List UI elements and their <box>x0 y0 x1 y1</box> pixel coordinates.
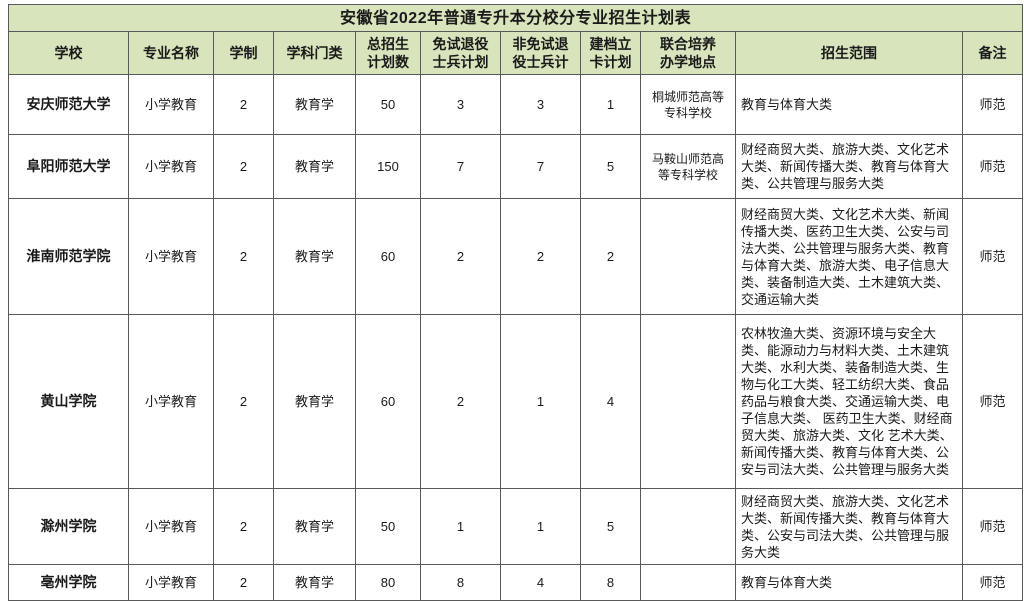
cell-non-exempt-veteran: 1 <box>500 488 581 565</box>
cell-joint-location: 马鞍山师范高 等专科学校 <box>640 134 736 199</box>
column-header-discipline: 学科门类 <box>273 31 356 75</box>
cell-total-plan: 50 <box>355 488 421 565</box>
cell-duration: 2 <box>213 488 274 565</box>
cell-school: 安庆师范大学 <box>8 74 129 135</box>
table-row: 淮南师范学院 小学教育 2 教育学 60 2 2 2 财经商贸大类、文化艺术大类… <box>8 198 1024 315</box>
cell-discipline: 教育学 <box>273 74 356 135</box>
column-header-non-exempt-veteran: 非免试退 役士兵计 <box>500 31 581 75</box>
cell-discipline: 教育学 <box>273 314 356 489</box>
cell-total-plan: 150 <box>355 134 421 199</box>
cell-scope: 财经商贸大类、旅游大类、文化艺术大类、新闻传播大类、教育与体育大类、公安与司法大… <box>735 488 963 565</box>
table-row: 黄山学院 小学教育 2 教育学 60 2 1 4 农林牧渔大类、资源环境与安全大… <box>8 314 1024 489</box>
cell-remark: 师范 <box>961 314 1024 489</box>
cell-joint-location <box>640 198 736 315</box>
cell-non-exempt-veteran: 4 <box>500 564 581 601</box>
cell-exempt-veteran: 8 <box>420 564 501 601</box>
cell-major: 小学教育 <box>128 198 214 315</box>
cell-scope: 财经商贸大类、文化艺术大类、新闻传播大类、医药卫生大类、公安与司法大类、公共管理… <box>735 198 963 315</box>
cell-non-exempt-veteran: 2 <box>500 198 581 315</box>
cell-duration: 2 <box>213 134 274 199</box>
cell-discipline: 教育学 <box>273 134 356 199</box>
cell-total-plan: 60 <box>355 198 421 315</box>
cell-non-exempt-veteran: 3 <box>500 74 581 135</box>
title-row: 安徽省2022年普通专升本分校分专业招生计划表 <box>7 4 1024 32</box>
cell-school: 淮南师范学院 <box>8 198 129 315</box>
column-header-school: 学校 <box>8 31 129 75</box>
enrollment-plan-table: 安徽省2022年普通专升本分校分专业招生计划表 学校 专业名称 学制 学科门类 … <box>7 4 1024 601</box>
cell-scope: 农林牧渔大类、资源环境与安全大类、能源动力与材料大类、土木建筑大类、水利大类、装… <box>735 314 963 489</box>
table-row: 安庆师范大学 小学教育 2 教育学 50 3 3 1 桐城师范高等 专科学校 教… <box>8 74 1024 135</box>
cell-scope: 教育与体育大类 <box>735 564 963 601</box>
cell-total-plan: 50 <box>355 74 421 135</box>
cell-school: 亳州学院 <box>8 564 129 601</box>
page-title: 安徽省2022年普通专升本分校分专业招生计划表 <box>7 4 1024 32</box>
column-header-registered-card: 建档立 卡计划 <box>580 31 641 75</box>
cell-major: 小学教育 <box>128 74 214 135</box>
column-header-remark: 备注 <box>961 31 1024 75</box>
enrollment-plan-table-container: 安徽省2022年普通专升本分校分专业招生计划表 学校 专业名称 学制 学科门类 … <box>7 4 1024 601</box>
column-header-major: 专业名称 <box>128 31 214 75</box>
table-row: 亳州学院 小学教育 2 教育学 80 8 4 8 教育与体育大类 师范 <box>8 564 1024 601</box>
cell-scope: 财经商贸大类、旅游大类、文化艺术大类、新闻传播大类、教育与体育大类、公共管理与服… <box>735 134 963 199</box>
cell-registered-card: 4 <box>580 314 641 489</box>
cell-discipline: 教育学 <box>273 488 356 565</box>
cell-non-exempt-veteran: 7 <box>500 134 581 199</box>
cell-school: 黄山学院 <box>8 314 129 489</box>
column-header-total-plan: 总招生 计划数 <box>355 31 421 75</box>
cell-joint-location <box>640 564 736 601</box>
cell-non-exempt-veteran: 1 <box>500 314 581 489</box>
cell-remark: 师范 <box>961 134 1024 199</box>
cell-exempt-veteran: 3 <box>420 74 501 135</box>
cell-exempt-veteran: 2 <box>420 198 501 315</box>
cell-remark: 师范 <box>961 198 1024 315</box>
cell-major: 小学教育 <box>128 134 214 199</box>
cell-joint-location: 桐城师范高等 专科学校 <box>640 74 736 135</box>
cell-exempt-veteran: 2 <box>420 314 501 489</box>
cell-major: 小学教育 <box>128 488 214 565</box>
cell-exempt-veteran: 7 <box>420 134 501 199</box>
cell-joint-location <box>640 314 736 489</box>
cell-duration: 2 <box>213 198 274 315</box>
cell-duration: 2 <box>213 564 274 601</box>
cell-remark: 师范 <box>961 488 1024 565</box>
cell-exempt-veteran: 1 <box>420 488 501 565</box>
cell-registered-card: 5 <box>580 134 641 199</box>
column-header-scope: 招生范围 <box>735 31 963 75</box>
cell-school: 滁州学院 <box>8 488 129 565</box>
cell-registered-card: 1 <box>580 74 641 135</box>
cell-major: 小学教育 <box>128 314 214 489</box>
cell-registered-card: 8 <box>580 564 641 601</box>
column-header-exempt-veteran: 免试退役 士兵计划 <box>420 31 501 75</box>
table-row: 阜阳师范大学 小学教育 2 教育学 150 7 7 5 马鞍山师范高 等专科学校… <box>8 134 1024 199</box>
cell-duration: 2 <box>213 314 274 489</box>
cell-joint-location <box>640 488 736 565</box>
cell-major: 小学教育 <box>128 564 214 601</box>
cell-discipline: 教育学 <box>273 564 356 601</box>
cell-total-plan: 80 <box>355 564 421 601</box>
header-row: 学校 专业名称 学制 学科门类 总招生 计划数 免试退役 士兵计划 非免试退 役… <box>8 31 1024 75</box>
cell-school: 阜阳师范大学 <box>8 134 129 199</box>
cell-remark: 师范 <box>961 564 1024 601</box>
cell-duration: 2 <box>213 74 274 135</box>
cell-registered-card: 2 <box>580 198 641 315</box>
cell-discipline: 教育学 <box>273 198 356 315</box>
column-header-duration: 学制 <box>213 31 274 75</box>
cell-total-plan: 60 <box>355 314 421 489</box>
cell-scope: 教育与体育大类 <box>735 74 963 135</box>
column-header-joint-location: 联合培养 办学地点 <box>640 31 736 75</box>
cell-registered-card: 5 <box>580 488 641 565</box>
table-row: 滁州学院 小学教育 2 教育学 50 1 1 5 财经商贸大类、旅游大类、文化艺… <box>8 488 1024 565</box>
cell-remark: 师范 <box>961 74 1024 135</box>
